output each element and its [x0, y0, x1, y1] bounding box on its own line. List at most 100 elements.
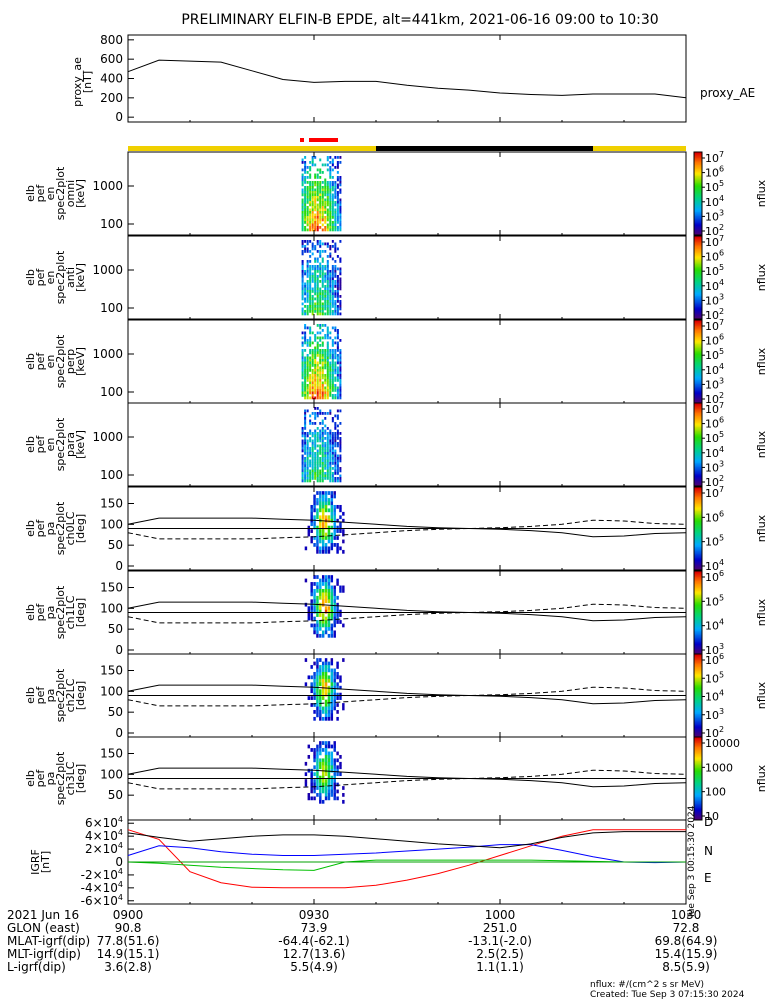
spectrogram-1-cell	[324, 307, 327, 311]
spectrogram-0-cell	[339, 216, 342, 219]
spectrogram-colorbar-color-step	[694, 192, 702, 194]
spectrogram-0-cell	[306, 196, 309, 199]
spectrogram-1-cell	[319, 255, 322, 258]
spectrogram-2-cell	[334, 326, 337, 330]
spectrogram-ylabel-line: omni	[64, 180, 77, 207]
spectrogram-2-cell	[309, 381, 312, 385]
pa-spectrogram-1-cell	[330, 609, 334, 614]
spectrogram-colorbar-color-step	[694, 382, 702, 385]
spectrogram-colorbar-color-step	[694, 305, 702, 308]
spectrogram-2-cell	[309, 341, 312, 345]
spectrogram-0-cell	[314, 196, 317, 199]
spectrogram-1-cell	[321, 270, 324, 273]
pa-tick-label: 0	[115, 726, 123, 740]
spectrogram-2-cell	[329, 394, 332, 397]
spectrogram-3-cell	[324, 432, 327, 435]
spectrogram-1-cell	[336, 255, 339, 258]
spectrogram-0-cell	[309, 186, 312, 189]
spectrogram-1-cell	[304, 287, 307, 291]
spectrogram-2-cell	[319, 394, 322, 397]
spectrogram-2-cell	[331, 379, 334, 382]
pa-spectrogram-2-cell	[324, 692, 328, 697]
spectrogram-3-cell	[316, 477, 319, 480]
spectrogram-1-cell	[319, 280, 322, 283]
spectrogram-2-cell	[316, 394, 319, 397]
spectrogram-2-cell	[331, 351, 334, 355]
spectrogram-1-cell	[324, 292, 327, 296]
spectrogram-colorbar-color-step	[694, 309, 702, 312]
spectrogram-1-cell	[316, 282, 319, 286]
spectrogram-3-cell	[319, 439, 322, 443]
pa-spectrogram-2-cell	[336, 703, 339, 707]
spectrogram-3-cell	[336, 459, 339, 463]
pa-colorbar-color-step	[694, 540, 702, 543]
spectrogram-2-cell	[301, 371, 304, 375]
spectrogram-colorbar-color-step	[694, 280, 702, 283]
spectrogram-3-cell	[306, 452, 309, 455]
side-stamp: Tue Sep 3 00:15:30 2024	[687, 805, 697, 919]
pa-spectrogram-0-cell	[327, 536, 331, 540]
spectrogram-0-cell	[321, 196, 324, 199]
spectrogram-1-cell	[329, 312, 332, 316]
pa-spectrogram-0-cell	[313, 508, 316, 513]
pa-spectrogram-2-cell	[342, 703, 345, 707]
spectrogram-0-cell	[336, 196, 339, 199]
pa-colorbar-color-step	[694, 793, 702, 796]
spectrogram-0-cell	[309, 173, 312, 177]
pa-spectrogram-2-cell	[330, 689, 334, 694]
pa-spectrogram-3-cell	[321, 786, 325, 790]
spectrogram-2-cell	[339, 354, 342, 357]
spectrogram-2-cell	[319, 324, 322, 327]
pa-spectrogram-0-cell	[313, 522, 316, 527]
spectrogram-colorbar-color-step	[694, 221, 702, 224]
spectrogram-0-cell	[321, 203, 324, 207]
spectrogram-2-cell	[339, 359, 342, 362]
spectrogram-0-cell	[304, 166, 307, 169]
pa-colorbar-color-step	[694, 713, 702, 716]
spectrogram-2-cell	[331, 341, 334, 345]
spectrogram-colorbar-color-step	[694, 364, 702, 367]
spectrogram-3-cell	[316, 449, 319, 453]
pa-colorbar-color-step	[694, 518, 702, 521]
spectrogram-0-cell	[314, 183, 317, 187]
spectrogram-colorbar-color-step	[694, 342, 702, 345]
spectrogram-0-cell	[301, 213, 304, 217]
spectrogram-colorbar-color-step	[694, 217, 702, 219]
pa-colorbar-color-step	[694, 620, 702, 623]
pa-spectrogram-2-cell	[310, 675, 313, 680]
spectrogram-1-cell	[304, 312, 307, 316]
spectrogram-3-cell	[306, 434, 309, 438]
spectrogram-1-cell	[334, 250, 337, 253]
spectrogram-colorbar-label-group: nflux	[755, 347, 768, 375]
pa-spectrogram-3-cell	[316, 786, 319, 790]
spectrogram-0-cell	[306, 166, 309, 169]
pa-spectrogram-0-cell	[316, 532, 319, 537]
spectrogram-colorbar-color-step	[694, 430, 702, 433]
pa-spectrogram-3-cell	[327, 751, 331, 756]
spectrogram-ylabel-line: en	[44, 438, 57, 452]
spectrogram-2-cell	[311, 386, 314, 390]
pa-spectrogram-2-cell	[339, 675, 342, 680]
spectrogram-3-cell	[329, 464, 332, 468]
spectrogram-colorbar-color-step	[694, 396, 702, 398]
spectrogram-0-cell	[336, 191, 339, 194]
spectrogram-colorbar-color-step	[694, 203, 702, 206]
spectrogram-colorbar-color-step	[694, 438, 702, 441]
spectrogram-3-cell	[331, 479, 334, 483]
proxy-ae-tick-label: 0	[115, 110, 123, 124]
spectrogram-tick-label: 1000	[92, 430, 123, 444]
pa-spectrogram-0-cell	[324, 536, 328, 540]
pa-spectrogram-3-cell	[313, 751, 316, 756]
spectrogram-colorbar-color-step	[694, 179, 702, 182]
spectrogram-colorbar-color-step	[694, 174, 702, 177]
pa-spectrogram-0-cell	[342, 549, 345, 554]
pa-colorbar-color-step	[694, 499, 702, 502]
pa-spectrogram-2-cell	[316, 671, 319, 676]
spectrogram-1-cell	[321, 265, 324, 268]
spectrogram-3-cell	[321, 419, 324, 423]
spectrogram-0-cell	[301, 168, 304, 172]
pa-spectrogram-1-cell	[327, 599, 331, 604]
pa-spectrogram-3-cell	[304, 761, 308, 766]
spectrogram-0-cell	[316, 226, 319, 229]
spectrogram-2-cell	[306, 354, 309, 357]
